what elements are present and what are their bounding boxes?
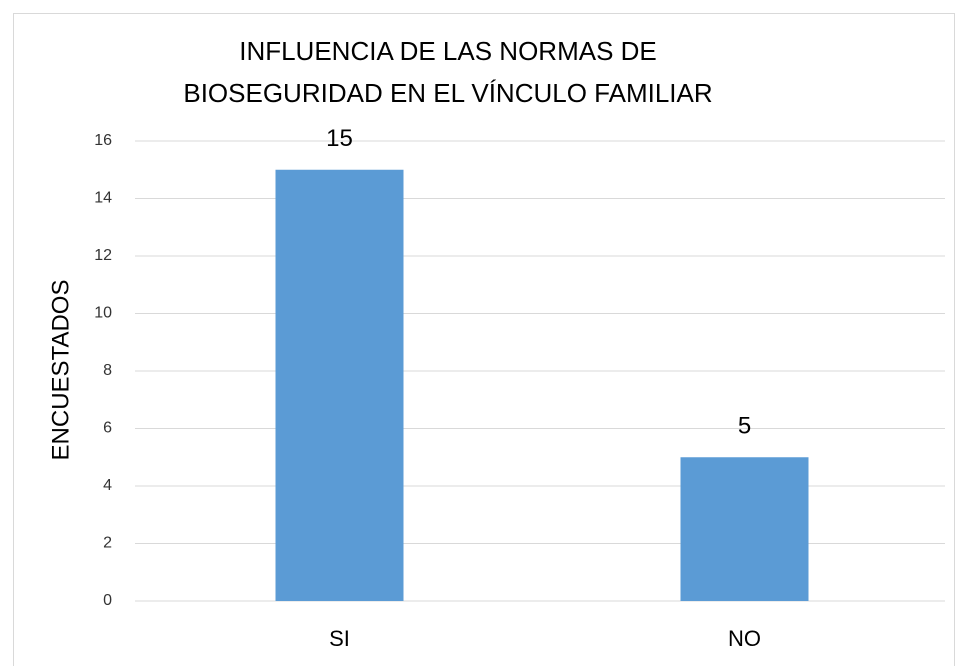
y-tick-label: 8 [103,362,112,379]
y-tick-label: 16 [94,132,112,149]
y-tick-label: 14 [94,190,112,207]
y-tick-label: 2 [103,535,112,552]
x-tick-label: SI [329,626,350,651]
bar [680,457,809,601]
x-tick-label: NO [728,626,761,651]
chart-border [13,13,955,666]
y-tick-label: 4 [103,477,112,494]
y-axis-label: ENCUESTADOS [47,280,74,461]
y-tick-label: 0 [103,592,112,609]
y-tick-label: 12 [94,247,112,264]
bar [275,169,404,601]
y-tick-label: 6 [103,420,112,437]
y-tick-label: 10 [94,305,112,322]
chart-title: BIOSEGURIDAD EN EL VÍNCULO FAMILIAR [183,78,712,108]
chart-title: INFLUENCIA DE LAS NORMAS DE [239,36,657,66]
data-label: 15 [326,125,353,152]
data-label: 5 [738,413,751,440]
